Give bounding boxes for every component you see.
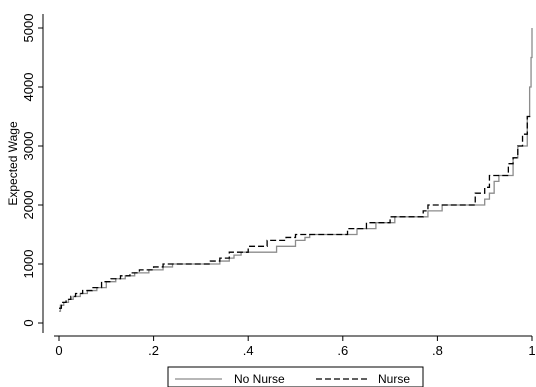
y-tick-label: 1000 — [21, 250, 36, 279]
x-tick-label: .8 — [432, 343, 443, 358]
y-tick-label: 2000 — [21, 191, 36, 220]
y-tick-label: 4000 — [21, 73, 36, 102]
legend-label-nurse: Nurse — [378, 372, 410, 386]
series-layer — [59, 28, 533, 312]
y-axis-title: Expected Wage — [6, 121, 20, 206]
x-axis-ticks: 0 .2 .4 .6 .8 1 — [55, 336, 536, 358]
legend-box — [167, 366, 424, 387]
x-tick-label: .2 — [148, 343, 159, 358]
y-tick-label: 0 — [21, 319, 36, 326]
legend-label-no-nurse: No Nurse — [234, 372, 285, 386]
x-tick-label: 0 — [55, 343, 62, 358]
series-line-nurse — [59, 115, 532, 309]
y-tick-label: 3000 — [21, 132, 36, 161]
series-line-no-nurse — [59, 28, 533, 312]
x-tick-label: .4 — [243, 343, 254, 358]
y-tick-label: 5000 — [21, 14, 36, 43]
x-tick-label: .6 — [337, 343, 348, 358]
legend: No Nurse Nurse — [167, 366, 424, 387]
y-axis-ticks: 0 1000 2000 3000 4000 5000 — [21, 14, 43, 327]
x-tick-label: 1 — [528, 343, 535, 358]
